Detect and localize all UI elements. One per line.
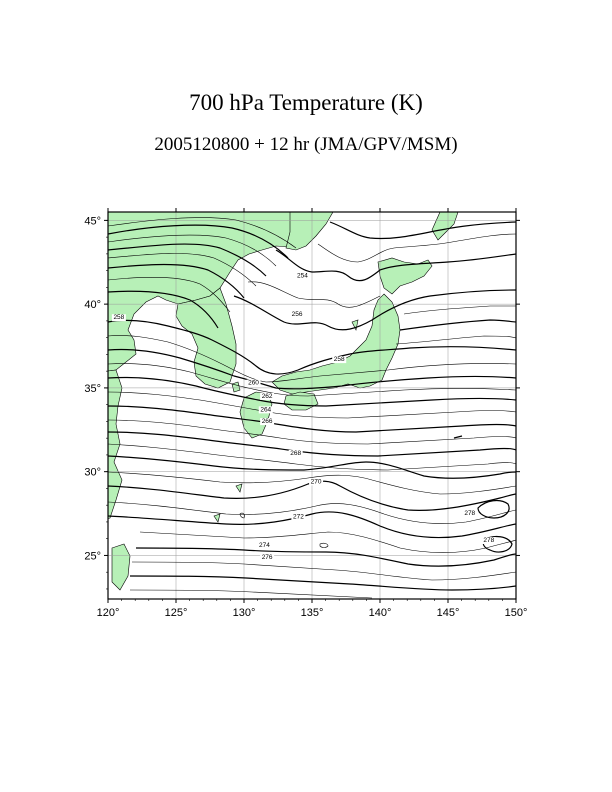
isotherm-263 <box>108 391 516 419</box>
lat-tick-label: 45° <box>84 215 101 227</box>
isotherm-n8 <box>108 290 219 329</box>
isotherm-ne5 <box>233 289 516 331</box>
isotherm-274 <box>135 547 516 567</box>
contour-label-bg <box>260 553 275 561</box>
contour-label: 278 <box>483 537 494 544</box>
isotherm-n5 <box>108 253 257 287</box>
contour-label-bg <box>309 478 324 486</box>
isotherm-259 <box>108 335 516 383</box>
isotherm-cell-small-2 <box>239 512 245 519</box>
contour-label-bg <box>332 356 347 364</box>
lat-tick-label: 35° <box>84 383 101 395</box>
isotherm-ne7 <box>399 319 516 331</box>
contour-label: 278 <box>464 510 475 517</box>
isotherm-n1 <box>108 217 297 249</box>
isotherm-269 <box>108 471 516 495</box>
isotherm-ne1 <box>329 221 516 240</box>
isotherm-277 <box>129 589 373 599</box>
isotherm-262 <box>108 376 516 407</box>
contour-label-bg <box>260 392 275 400</box>
isotherm-cell-278b <box>482 535 513 553</box>
isotherm-n7 <box>108 277 231 313</box>
isotherm-265 <box>108 419 516 445</box>
isotherm-267 <box>108 443 516 471</box>
contour-label-bg <box>257 542 272 550</box>
lat-tick-label: 30° <box>84 467 101 479</box>
isotherm-n2 <box>108 224 289 259</box>
contour-label: 274 <box>259 542 270 549</box>
isotherm-ne8 <box>395 335 516 345</box>
isotherm-ne3 <box>275 249 516 282</box>
isotherm-272 <box>108 511 516 539</box>
contour-label-bg <box>111 314 126 322</box>
contour-label-bg <box>295 272 310 280</box>
contour-label-bg <box>260 418 275 426</box>
isotherm-ne4 <box>247 281 381 308</box>
lon-tick-label: 125° <box>165 607 188 619</box>
isotherm-260 <box>108 348 516 390</box>
contour-label-bg <box>288 449 303 457</box>
graticule <box>108 212 516 599</box>
isotherm-layer <box>108 217 516 599</box>
lat-tick-label: 40° <box>84 299 101 311</box>
isotherm-268 <box>108 455 516 479</box>
isotherm-264 <box>108 405 516 433</box>
contour-label-bg <box>258 406 273 414</box>
lon-tick-label: 140° <box>369 607 392 619</box>
contour-label: 256 <box>292 311 303 318</box>
isotherm-ne6 <box>403 305 516 315</box>
land-russia-east <box>285 212 334 251</box>
contour-label-bg <box>246 379 261 387</box>
contour-label: 264 <box>260 406 271 413</box>
contour-label: 276 <box>262 554 273 561</box>
isotherm-271 <box>108 501 516 524</box>
lon-tick-label: 130° <box>233 607 256 619</box>
contour-label: 258 <box>113 314 124 321</box>
axis-ticks <box>104 208 520 603</box>
isotherm-258 <box>108 319 516 375</box>
land-ryukyu-1 <box>235 483 243 493</box>
lon-tick-label: 120° <box>97 607 120 619</box>
contour-label: 268 <box>290 450 301 457</box>
isotherm-261 <box>108 363 516 397</box>
contour-label-bg <box>462 510 477 518</box>
isotherm-276 <box>129 575 516 591</box>
isotherm-n3 <box>108 234 277 267</box>
isotherm-n6 <box>108 263 245 299</box>
land-ryukyu-2 <box>213 513 221 523</box>
lon-tick-label: 150° <box>505 607 528 619</box>
map-title: 700 hPa Temperature (K) <box>189 90 423 115</box>
isotherm-ne2 <box>317 233 516 263</box>
map-subtitle: 2005120800 + 12 hr (JMA/GPV/MSM) <box>154 134 458 155</box>
isotherm-275 <box>131 561 516 581</box>
contour-label-bg <box>290 310 305 318</box>
isotherm-cell-east <box>453 435 463 439</box>
contour-label: 260 <box>248 380 259 387</box>
lon-tick-label: 145° <box>437 607 460 619</box>
isotherm-266 <box>108 431 516 457</box>
lat-tick-label: 25° <box>84 550 101 562</box>
contour-label: 270 <box>311 478 322 485</box>
land-sakhalin <box>431 212 459 241</box>
contour-label: 254 <box>297 272 308 279</box>
isotherm-cell-278a <box>477 499 510 519</box>
contour-label: 262 <box>262 393 273 400</box>
contour-label: 266 <box>262 418 273 425</box>
isotherm-n4 <box>108 243 267 277</box>
contour-label-bg <box>481 537 496 545</box>
contour-label-bg <box>291 513 306 521</box>
contour-label: 272 <box>293 514 304 521</box>
isotherm-270 <box>108 480 516 511</box>
contour-label: 258 <box>334 356 345 363</box>
longitude-tick-labels: 120° 125° 130° 135° 140° 145° 150° <box>97 607 528 619</box>
latitude-tick-labels: 25° 30° 35° 40° 45° <box>84 215 101 562</box>
lon-tick-label: 135° <box>301 607 324 619</box>
isotherm-cell-small <box>319 542 329 548</box>
